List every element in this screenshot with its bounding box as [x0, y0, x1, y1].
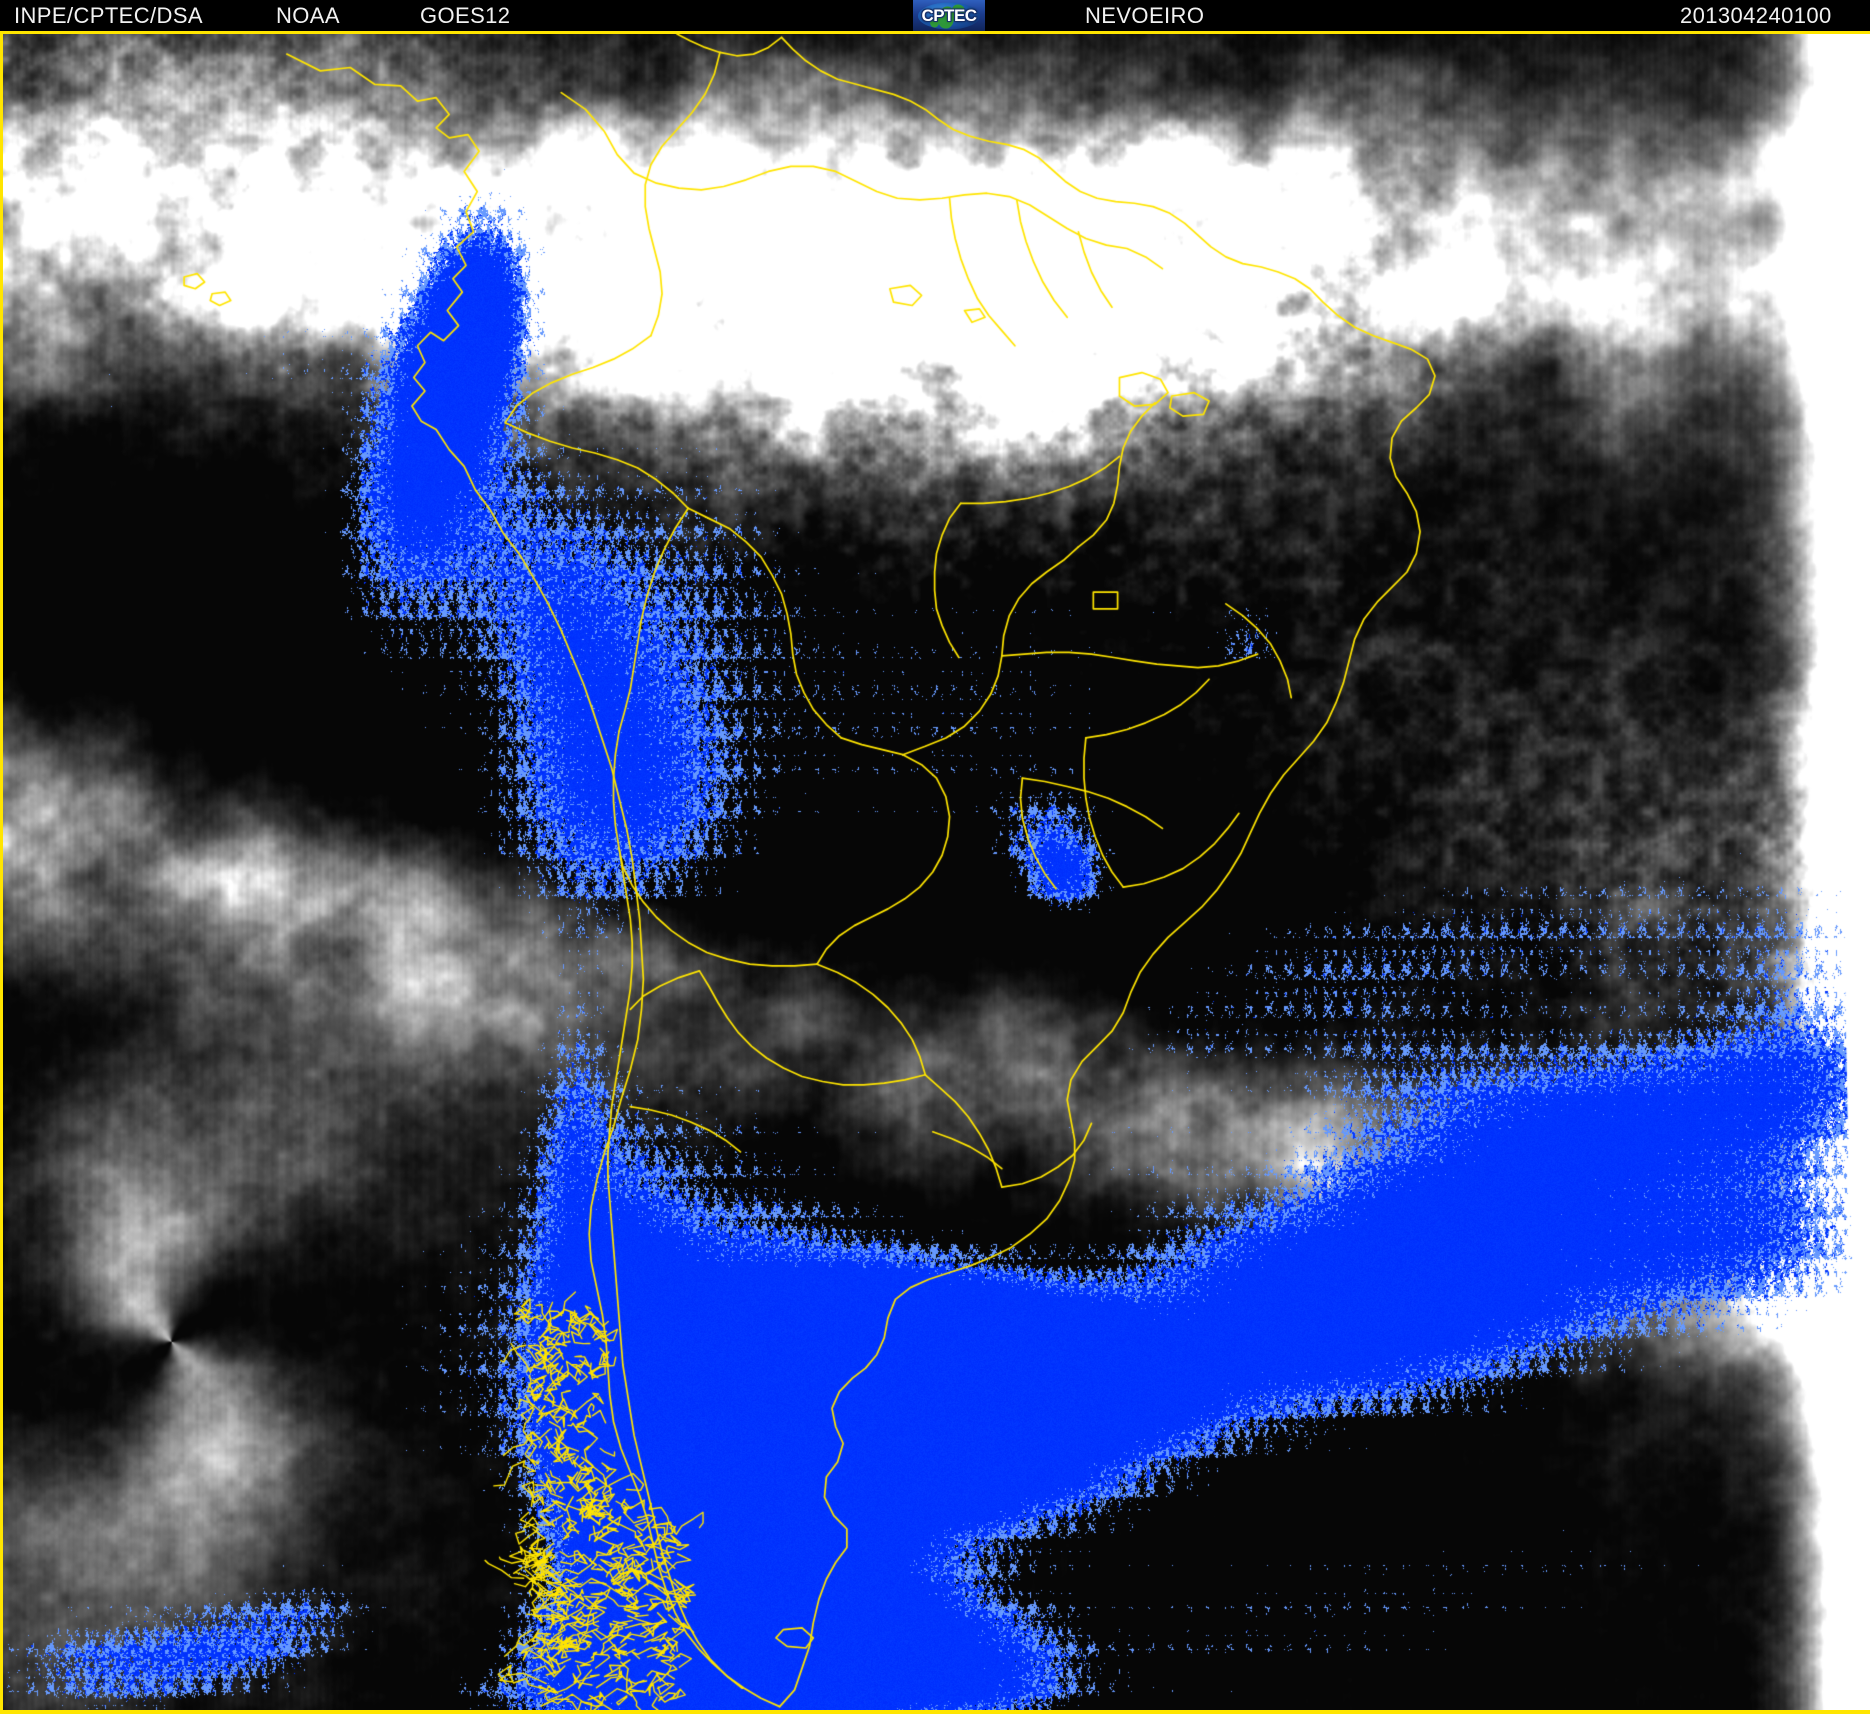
cptec-logo-text: CPTEC	[921, 5, 977, 25]
satellite-label: GOES12	[420, 3, 511, 28]
map-frame	[0, 31, 1870, 1714]
globe-icon	[918, 2, 980, 29]
satellite-operator-label: NOAA	[276, 3, 340, 28]
product-label: NEVOEIRO	[1085, 3, 1205, 28]
timestamp-label: 201304240100	[1680, 3, 1832, 28]
cptec-logo: CPTEC	[913, 0, 985, 31]
satellite-map	[3, 34, 1870, 1710]
satellite-imagery-canvas	[3, 34, 1870, 1710]
header-bar: INPE/CPTEC/DSA NOAA GOES12 CPTEC NEVOEIR…	[0, 0, 1870, 31]
agency-label: INPE/CPTEC/DSA	[14, 3, 203, 28]
